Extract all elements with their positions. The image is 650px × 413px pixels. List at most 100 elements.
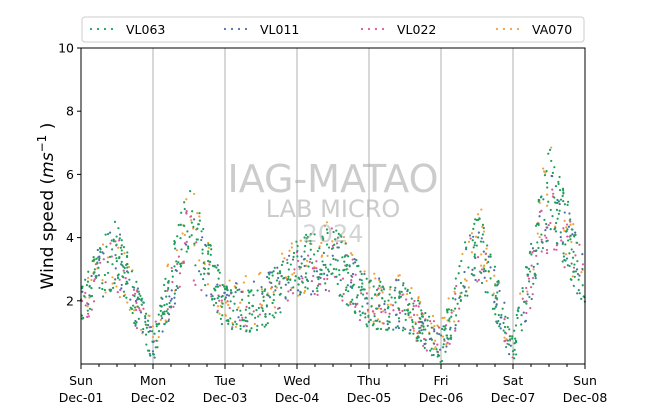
data-point	[117, 227, 120, 230]
data-point	[241, 316, 244, 319]
data-point	[81, 317, 84, 320]
data-point	[229, 317, 232, 320]
data-point	[263, 289, 266, 292]
data-point	[286, 261, 289, 265]
data-point	[536, 232, 539, 235]
data-point	[339, 279, 342, 282]
data-point	[163, 323, 166, 326]
data-point	[461, 252, 464, 256]
data-point	[288, 254, 291, 257]
data-point	[220, 322, 224, 326]
data-point	[491, 294, 494, 297]
data-point	[232, 295, 235, 298]
data-point	[92, 279, 96, 283]
data-point	[147, 314, 150, 317]
data-point	[446, 341, 449, 344]
data-point	[133, 286, 136, 289]
data-point	[483, 267, 486, 271]
data-point	[350, 286, 354, 289]
data-point	[273, 306, 276, 309]
data-point	[480, 237, 483, 240]
data-point	[196, 212, 199, 215]
data-point	[562, 255, 566, 258]
data-point	[207, 272, 210, 275]
data-point	[180, 262, 183, 265]
data-point	[463, 294, 467, 297]
data-point	[517, 306, 520, 309]
data-point	[115, 260, 118, 263]
data-point	[141, 330, 144, 334]
data-point	[351, 253, 354, 257]
data-point	[364, 316, 367, 319]
data-point	[109, 242, 112, 245]
data-point	[378, 277, 381, 280]
data-points	[79, 146, 586, 364]
x-tick-label-day: Mon	[140, 373, 166, 388]
data-point	[87, 312, 90, 315]
legend-box	[81, 16, 585, 43]
data-point	[213, 264, 216, 267]
data-point	[381, 291, 384, 294]
data-point	[487, 255, 490, 258]
data-point	[572, 266, 576, 269]
data-point	[369, 318, 372, 321]
data-point	[251, 313, 254, 316]
data-point	[159, 318, 162, 322]
data-point	[413, 299, 416, 303]
data-point	[166, 281, 170, 284]
data-point	[357, 264, 360, 267]
x-tick-label-date: Dec-05	[347, 390, 392, 405]
data-point	[546, 226, 549, 229]
data-point	[225, 293, 229, 296]
data-point	[293, 268, 296, 271]
data-point	[350, 274, 353, 277]
data-point	[318, 245, 321, 248]
data-point	[232, 309, 235, 312]
data-point	[375, 288, 379, 291]
data-point	[138, 306, 141, 310]
data-point	[372, 285, 375, 288]
data-point	[377, 287, 380, 290]
data-point	[565, 223, 569, 226]
data-point	[387, 326, 391, 330]
data-point	[218, 312, 221, 315]
data-point	[144, 312, 148, 315]
data-point	[176, 262, 179, 266]
data-point	[352, 302, 355, 305]
x-tick-label-date: Dec-02	[131, 390, 176, 405]
data-point	[300, 255, 303, 258]
data-point	[473, 274, 476, 277]
data-point	[326, 268, 330, 271]
data-point	[296, 259, 300, 263]
data-point	[289, 263, 292, 266]
data-point	[163, 283, 166, 287]
data-point	[296, 289, 300, 292]
data-point	[152, 353, 156, 356]
data-point	[463, 241, 467, 244]
data-point	[96, 248, 99, 252]
legend-marker	[374, 27, 378, 31]
data-point	[420, 309, 423, 312]
data-point	[95, 274, 98, 278]
data-point	[389, 303, 392, 306]
data-point	[289, 288, 292, 292]
data-point	[310, 293, 313, 296]
data-point	[407, 303, 410, 307]
data-point	[555, 241, 558, 245]
x-tick-label-day: Thu	[356, 373, 380, 388]
data-point	[151, 340, 154, 343]
data-point	[467, 286, 470, 289]
data-point	[387, 299, 390, 302]
legend-label: VL011	[260, 22, 299, 37]
data-point	[252, 280, 256, 283]
data-point	[111, 282, 114, 285]
data-point	[484, 291, 487, 294]
data-point	[264, 312, 267, 316]
data-point	[472, 246, 475, 249]
data-point	[106, 271, 110, 275]
data-point	[291, 273, 294, 276]
data-point	[411, 318, 414, 322]
data-point	[554, 226, 557, 230]
data-point	[215, 266, 218, 269]
